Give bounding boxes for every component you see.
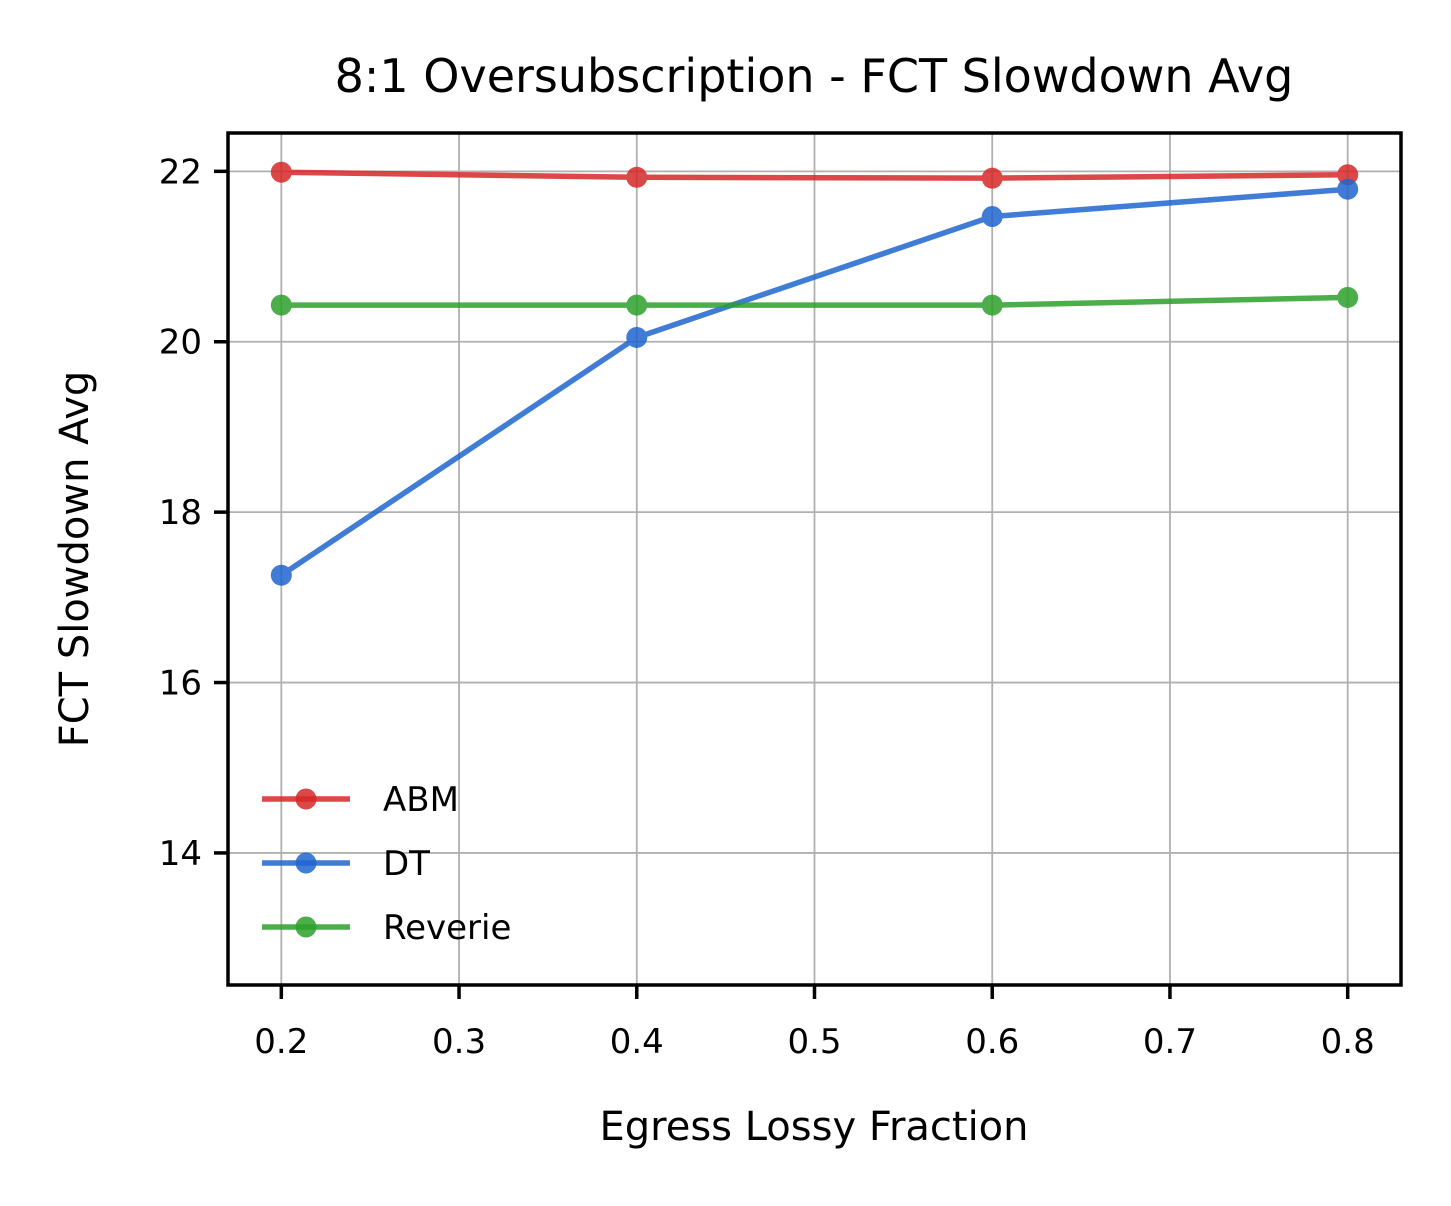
series-dt — [270, 178, 1359, 586]
x-tick-label: 0.3 — [432, 1022, 486, 1062]
y-tick-label: 18 — [159, 493, 202, 533]
grid — [228, 133, 1401, 985]
chart-title: 8:1 Oversubscription - FCT Slowdown Avg — [335, 49, 1294, 103]
y-tick-label: 16 — [159, 664, 202, 704]
data-point-abm — [626, 166, 648, 188]
x-tick-label: 0.4 — [610, 1022, 664, 1062]
series-layer — [270, 161, 1359, 586]
legend-label: DT — [383, 844, 430, 884]
data-point-dt — [626, 326, 648, 348]
series-reverie — [270, 286, 1359, 316]
data-point-abm — [270, 161, 292, 183]
legend-item-abm: ABM — [262, 780, 459, 820]
data-point-reverie — [626, 294, 648, 316]
y-tick-label: 14 — [159, 834, 202, 874]
y-tick-label: 22 — [159, 152, 202, 192]
series-line-abm — [278, 169, 1351, 181]
y-axis-label: FCT Slowdown Avg — [52, 371, 98, 748]
x-axis-label: Egress Lossy Fraction — [599, 1104, 1028, 1150]
data-point-dt — [270, 564, 292, 586]
legend-swatch-marker — [295, 852, 317, 874]
legend-swatch-marker — [295, 788, 317, 810]
series-line-dt — [278, 186, 1351, 578]
legend-label: ABM — [383, 780, 459, 820]
x-tick-label: 0.6 — [965, 1022, 1019, 1062]
legend-swatch-marker — [295, 916, 317, 938]
series-line-reverie — [278, 294, 1351, 308]
data-point-abm — [981, 167, 1003, 189]
legend-label: Reverie — [383, 908, 511, 948]
data-point-dt — [981, 205, 1003, 227]
legend-item-dt: DT — [262, 844, 430, 884]
legend-item-reverie: Reverie — [262, 908, 511, 948]
axis-ticks: 0.2 0.3 0.4 0.5 0.6 0.7 0.8 14 16 18 20 22 — [159, 152, 1375, 1062]
x-tick-label: 0.7 — [1143, 1022, 1197, 1062]
data-point-reverie — [981, 294, 1003, 316]
x-tick-label: 0.5 — [787, 1022, 841, 1062]
series-abm — [270, 161, 1359, 189]
legend: ABM DT Reverie — [262, 780, 511, 948]
data-point-reverie — [1337, 286, 1359, 308]
data-point-reverie — [270, 294, 292, 316]
x-tick-label: 0.2 — [254, 1022, 308, 1062]
data-point-dt — [1337, 178, 1359, 200]
y-tick-label: 20 — [159, 323, 202, 363]
x-tick-label: 0.8 — [1321, 1022, 1375, 1062]
data-point-abm — [1337, 164, 1359, 186]
